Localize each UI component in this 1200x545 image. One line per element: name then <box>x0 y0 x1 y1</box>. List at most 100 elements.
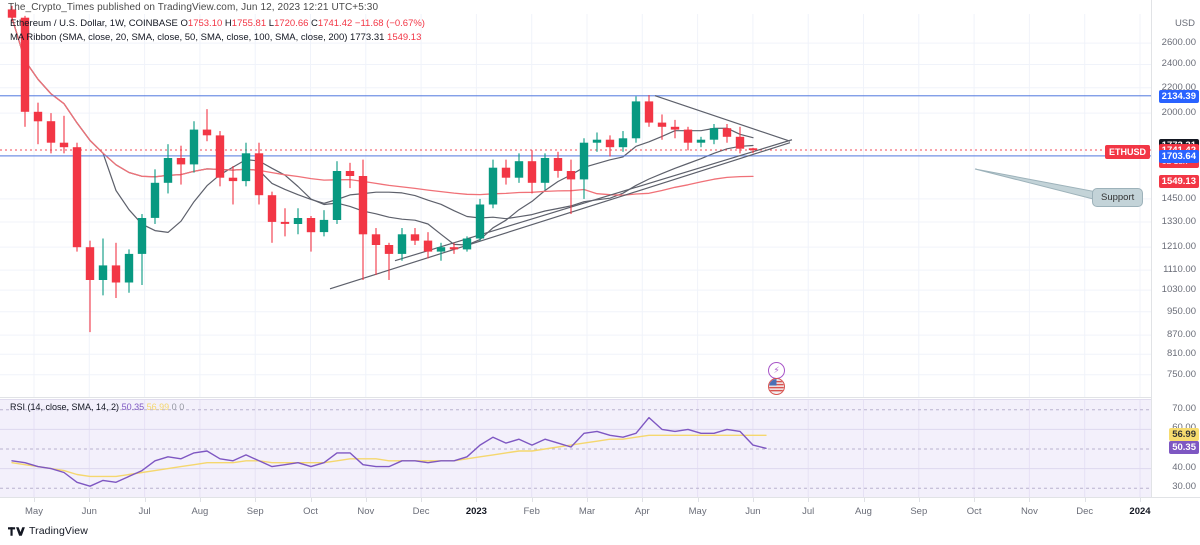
price-tick-4: 1450.00 <box>1161 192 1196 204</box>
price-badge-value: 1703.64 <box>1161 150 1196 162</box>
rsi-value-badge[interactable]: 50.35 <box>1169 441 1199 455</box>
rsi-chart-svg <box>0 400 1152 498</box>
legend-c-value: 1741.42 <box>317 18 353 29</box>
price-tick-3: 2000.00 <box>1161 107 1196 119</box>
time-axis[interactable]: May Jun Jul Aug Sep Oct Nov Dec 2023 Feb Mar Apr May… <box>0 497 1200 524</box>
rsi-legend-value: 50.35 <box>121 402 145 412</box>
legend-h-value: 1755.81 <box>231 18 267 29</box>
time-tick-3 <box>199 498 201 502</box>
time-tick-9 <box>531 498 533 502</box>
legend-o-label: O <box>180 18 188 29</box>
time-label-4: Sep <box>246 506 264 517</box>
time-label-8: 2023 <box>465 506 487 517</box>
time-tick-12 <box>697 498 699 502</box>
rsi-legend-extra-1: 0 <box>171 402 177 412</box>
time-tick-2 <box>144 498 146 502</box>
time-tick-4 <box>255 498 257 502</box>
rsi-legend-extra-2: 0 <box>179 402 185 412</box>
price-tick-10: 870.00 <box>1166 329 1196 341</box>
time-label-13: Jun <box>745 506 761 517</box>
price-tick-6: 1210.00 <box>1161 241 1196 253</box>
chart-legend: Ethereum / U.S. Dollar, 1W, COINBASE O17… <box>10 18 425 46</box>
time-label-1: Jun <box>81 506 97 517</box>
time-label-7: Dec <box>412 506 430 517</box>
time-tick-7 <box>421 498 423 502</box>
price-tick-1: 2400.00 <box>1161 58 1196 70</box>
time-tick-17 <box>974 498 976 502</box>
time-tick-6 <box>365 498 367 502</box>
symbol-price-tag[interactable]: ETHUSD <box>1104 145 1150 160</box>
time-tick-13 <box>752 498 754 502</box>
time-label-18: Nov <box>1020 506 1038 517</box>
us-flag-icon[interactable] <box>768 378 785 395</box>
time-tick-19 <box>1084 498 1086 502</box>
price-tick-8: 1030.00 <box>1161 284 1196 296</box>
tradingview-mark-icon <box>8 526 25 536</box>
rsi-legend-sma-value: 56.99 <box>146 402 170 412</box>
price-chart-svg <box>0 5 1152 397</box>
legend-symbol: Ethereum / U.S. Dollar, 1W, COINBASE <box>10 18 178 29</box>
time-label-20: 2024 <box>1129 506 1151 517</box>
time-label-0: May <box>25 506 43 517</box>
time-label-17: Oct <box>966 506 982 517</box>
legend-ma-row: MA Ribbon (SMA, close, 20, SMA, close, 5… <box>10 32 425 44</box>
rsi-legend-name: RSI (14, close, SMA, 14, 2) <box>10 402 120 412</box>
rsi-tick-4: 30.00 <box>1172 481 1196 493</box>
price-tick-0: 2600.00 <box>1161 37 1196 49</box>
legend-ma-value-2: 1549.13 <box>387 32 422 43</box>
axis-corner <box>1151 0 1200 15</box>
price-tick-9: 950.00 <box>1166 305 1196 317</box>
price-badge-blue-3[interactable]: 1703.64 <box>1158 149 1199 163</box>
pane-divider <box>0 397 1200 398</box>
time-tick-20 <box>1140 498 1141 502</box>
rsi-sma-badge[interactable]: 56.99 <box>1169 428 1199 442</box>
price-axis[interactable]: USD 2600.00 2400.00 2200.00 2000.00 1450.00 1… <box>1151 14 1200 497</box>
price-tick-5: 1330.00 <box>1161 215 1196 227</box>
time-label-6: Nov <box>357 506 375 517</box>
time-label-15: Aug <box>855 506 872 517</box>
rsi-pane[interactable] <box>0 399 1152 498</box>
tradingview-wordmark: TradingView <box>29 525 88 537</box>
legend-change: −11.68 (−0.67%) <box>354 18 425 29</box>
time-tick-8 <box>476 498 478 502</box>
time-label-14: Jul <box>802 506 815 517</box>
lightning-bolt-icon[interactable]: ⚡ <box>768 362 785 379</box>
price-axis-unit: USD <box>1174 18 1195 29</box>
rsi-tick-3: 40.00 <box>1172 461 1196 473</box>
price-pane[interactable] <box>0 5 1152 397</box>
time-label-2: Jul <box>138 506 151 517</box>
time-label-16: Sep <box>910 506 928 517</box>
attribution-text: The_Crypto_Times published on TradingVie… <box>8 2 379 13</box>
price-badge-value: 2134.39 <box>1161 90 1196 102</box>
time-tick-11 <box>642 498 644 502</box>
time-tick-18 <box>1029 498 1031 502</box>
us-flag-svg <box>769 379 784 394</box>
price-tick-2: 2200.00 <box>1161 81 1196 93</box>
legend-c-label: C <box>311 18 318 29</box>
time-label-10: Mar <box>578 506 596 517</box>
legend-symbol-row: Ethereum / U.S. Dollar, 1W, COINBASE O17… <box>10 18 425 30</box>
time-label-19: Dec <box>1076 506 1094 517</box>
price-badge-value: 1549.13 <box>1161 176 1196 188</box>
time-tick-0 <box>34 498 35 502</box>
legend-o-value: 1753.10 <box>187 18 223 29</box>
time-label-11: Apr <box>634 506 650 517</box>
rsi-legend: RSI (14, close, SMA, 14, 2) 50.35 56.99 … <box>10 402 184 412</box>
price-tick-12: 750.00 <box>1166 368 1196 380</box>
time-tick-15 <box>863 498 865 502</box>
time-label-9: Feb <box>523 506 540 517</box>
price-badge-blue-0[interactable]: 2134.39 <box>1158 89 1199 103</box>
legend-h-label: H <box>224 18 232 29</box>
tradingview-logo[interactable]: TradingView <box>8 525 88 537</box>
time-tick-16 <box>918 498 920 502</box>
legend-l-value: 1720.66 <box>274 18 309 29</box>
time-label-5: Oct <box>303 506 318 517</box>
time-tick-5 <box>310 498 312 502</box>
price-tick-7: 1110.00 <box>1163 264 1196 276</box>
time-label-12: May <box>688 506 707 517</box>
support-annotation[interactable]: Support <box>1092 188 1144 207</box>
price-badge-red-4[interactable]: 1549.13 <box>1158 175 1199 189</box>
legend-ma-name: MA Ribbon (SMA, close, 20, SMA, close, 5… <box>10 32 348 43</box>
rsi-tick-1: 60.00 <box>1172 422 1196 433</box>
